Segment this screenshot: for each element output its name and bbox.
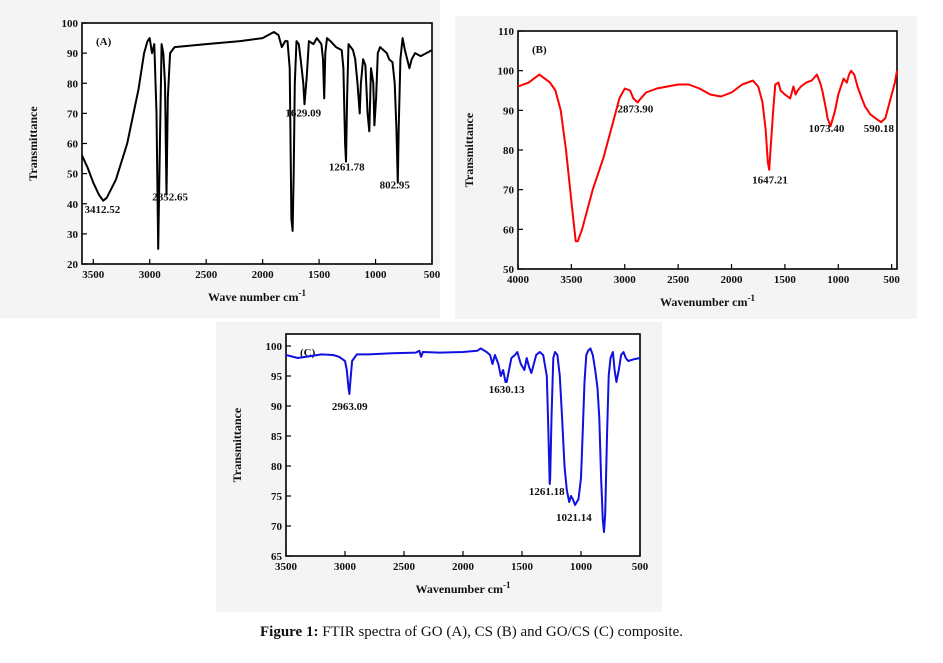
spectrum-line-go [81,31,433,250]
y-tick-label: 80 [271,461,283,473]
x-tick-label: 1000 [827,274,850,286]
x-tick-label: 2000 [721,274,744,286]
x-tick-label: 1000 [365,269,388,281]
x-tick-label: 3000 [139,269,162,281]
x-axis-title-text: Wavenumber cm [660,295,747,309]
x-tick-label: 3000 [614,274,637,286]
y-tick-label: 110 [498,26,514,38]
x-axis-title-superscript: -1 [298,288,306,298]
y-tick-label: 95 [271,371,283,383]
x-tick-label: 500 [883,274,900,286]
y-tick-label: 60 [503,224,515,236]
y-tick-label: 90 [503,105,515,117]
panel-b-cs: 50 60 70 80 90 100 110 4000 3500 3000 2500 2000 1500… [455,16,917,319]
peak-label: 802.95 [380,180,411,192]
y-tick-label: 75 [271,491,283,503]
x-tick-label: 2500 [195,269,218,281]
y-tick-label: 70 [67,108,79,120]
plot-frame [285,333,641,557]
x-tick-label: 2000 [452,561,475,573]
figure-caption: Figure 1: FTIR spectra of GO (A), CS (B)… [0,624,943,641]
y-tick-label: 80 [67,78,79,90]
x-tick-label: 3000 [334,561,357,573]
x-tick-label: 500 [424,269,441,281]
x-axis-title: Wavenumber cm-1 [660,293,755,309]
peak-label: 1073.40 [809,123,845,135]
x-tick-label: 3500 [560,274,583,286]
y-axis-title: Transmittance [230,407,244,482]
x-tick-label: 4000 [507,274,530,286]
y-tick-label: 50 [67,169,79,181]
x-tick-label: 2500 [667,274,690,286]
peak-label: 3412.52 [84,204,120,216]
x-axis-title-superscript: -1 [747,293,755,303]
caption-label: Figure 1: [259,624,319,640]
panel-a-go: 20 30 40 50 60 70 80 90 100 3500 3000 2500 2000 1500 1… [0,0,441,318]
y-tick-label: 85 [271,431,283,443]
peak-label: 1630.13 [489,384,525,396]
y-tick-label: 30 [67,229,79,241]
y-tick-label: 70 [271,521,283,533]
panel-c-go-cs: 65 70 75 80 85 90 95 100 3500 3000 2500 2000 1500 100… [216,322,662,612]
peak-label: 1261.18 [529,486,565,498]
y-tick-label: 40 [67,199,79,211]
peak-label: 2852.65 [152,192,188,204]
y-tick-label: 100 [266,341,283,353]
x-tick-label: 1500 [511,561,534,573]
panel-label: (B) [532,44,547,56]
y-tick-label: 65 [271,551,283,563]
plot-frame [81,22,433,265]
x-tick-label: 2000 [252,269,275,281]
x-tick-label: 3500 [275,561,298,573]
peak-label: 590.18 [864,123,895,135]
x-axis-title: Wave number cm-1 [208,288,306,304]
y-tick-label: 20 [67,259,79,271]
y-tick-label: 100 [498,66,515,78]
spectrum-line-go-cs [285,347,641,533]
y-tick-label: 90 [271,401,283,413]
x-tick-label: 1500 [308,269,331,281]
x-axis-title-text: Wavenumber cm [416,582,503,596]
y-tick-label: 70 [503,185,515,197]
x-axis-title: Wavenumber cm-1 [416,580,511,596]
peak-label: 1647.21 [752,175,788,187]
x-tick-label: 500 [632,561,649,573]
x-tick-label: 3500 [82,269,105,281]
x-tick-label: 2500 [393,561,416,573]
y-axis-title: Transmittance [26,106,40,181]
y-axis-title: Transmittance [462,112,476,187]
peak-label: 2873.90 [618,103,654,115]
x-tick-label: 1500 [774,274,797,286]
y-tick-label: 50 [503,264,515,276]
y-tick-label: 100 [62,18,79,30]
caption-text: FTIR spectra of GO (A), CS (B) and GO/CS… [322,624,683,640]
panel-label: (A) [96,36,112,48]
y-tick-label: 80 [503,145,515,157]
peak-label: 2963.09 [332,401,368,413]
peak-label: 1021.14 [556,512,592,524]
peak-label: 1261.78 [329,162,365,174]
x-axis-title-text: Wave number cm [208,290,298,304]
y-tick-label: 90 [67,48,79,60]
x-axis-title-superscript: -1 [503,580,511,590]
y-tick-label: 60 [67,139,79,151]
peak-label: 1629.09 [285,107,321,119]
x-tick-label: 1000 [570,561,593,573]
spectrum-line-cs [517,69,898,243]
